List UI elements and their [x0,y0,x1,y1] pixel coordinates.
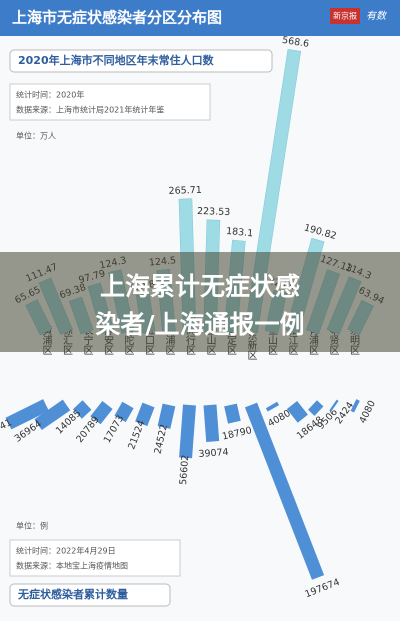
bar [308,400,324,416]
logo: 新京报 [333,11,357,21]
note-box [9,83,211,121]
header-title: 上海市无症状感染者分区分布图 [12,9,222,27]
value-label: 568.6 [281,35,310,50]
value-label: 197674 [304,577,342,600]
bar [224,403,241,424]
bar [5,399,49,430]
value-label: 190.82 [303,222,338,242]
bar [90,400,113,425]
overlay-text: 染者/上海通报一例 [95,310,304,339]
bar [265,401,280,412]
unit: 单位：例 [16,521,48,531]
bar [244,402,325,580]
series-title: 无症状感染者累计数量 [17,587,128,601]
unit: 单位：万人 [16,131,56,141]
bar [34,399,71,431]
note-box [9,539,181,577]
note: 数据来源：上海市统计局2021年统计年鉴 [16,105,164,115]
bar [286,400,308,423]
series-title: 2020年上海市不同地区年末常住人口数 [18,53,215,67]
note: 统计时间：2022年4月29日 [16,546,116,556]
value-label: 24522 [153,423,170,455]
value-label: 265.71 [168,185,202,197]
logo: 有数 [366,10,388,22]
bar [135,402,155,427]
value-label: 183.1 [226,226,254,239]
bar [350,399,360,413]
value-label: 223.53 [197,206,231,218]
bar [114,401,134,423]
value-label: 4080 [357,399,378,426]
value-label: 21524 [126,419,147,451]
bar [179,404,196,459]
value-label: 39074 [198,447,229,460]
value-label: 56602 [178,454,191,485]
bar [329,399,339,412]
overlay-band [0,252,400,352]
note: 统计时间：2020年 [16,90,84,100]
overlay-text: 上海累计无症状感 [100,272,300,301]
note: 数据来源：本地宝上海疫情地图 [16,561,128,571]
value-label: 17073 [102,413,127,445]
bar [157,403,176,429]
bar [203,404,220,442]
logo-box [330,8,360,24]
bar [72,400,92,419]
legend-box [9,49,273,73]
legend-box [9,583,171,607]
value-label: 18790 [221,425,253,442]
